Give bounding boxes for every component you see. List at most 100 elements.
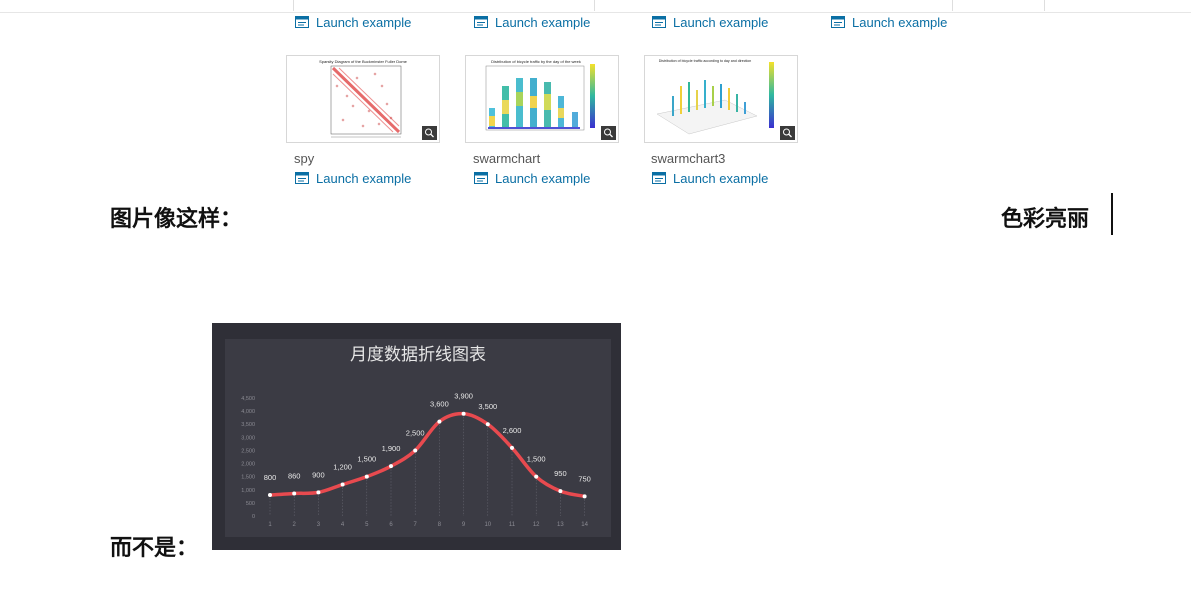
y-tick-label: 4,000	[241, 409, 255, 415]
data-label: 1,200	[333, 463, 352, 472]
bright-colors-heading: 色彩亮丽	[1001, 207, 1090, 232]
not-like-heading: 而不是：	[110, 536, 199, 561]
data-label: 1,500	[357, 455, 376, 464]
data-label: 1,500	[527, 455, 546, 464]
gallery-top-border	[0, 0, 1191, 13]
x-tick-label: 8	[438, 522, 442, 528]
data-point	[510, 445, 514, 450]
data-point	[485, 422, 490, 427]
data-point	[461, 411, 466, 416]
data-label: 900	[312, 470, 325, 479]
data-point	[582, 494, 587, 499]
x-tick-label: 1	[268, 522, 272, 528]
launch-example-link[interactable]: Launch example	[652, 13, 768, 31]
line-chart-image: 月度数据折线图表 0 500 1,000 1,500 2,000 2,500 3,000 3,…	[212, 323, 621, 550]
data-point	[534, 474, 539, 479]
y-tick-label: 4,500	[241, 396, 255, 402]
chart-title: 月度数据折线图表	[350, 345, 486, 365]
spy-plot-image: Sparsity Diagram of the Buckminster Full…	[319, 59, 408, 138]
data-point	[268, 493, 272, 498]
thumb-title: Sparsity Diagram of the Buckminster Full…	[319, 59, 408, 64]
x-tick-label: 3	[317, 522, 321, 528]
data-label: 800	[264, 473, 277, 482]
data-label: 3,900	[454, 392, 473, 401]
data-point	[364, 474, 369, 479]
launch-example-link[interactable]: Launch example	[831, 13, 947, 31]
line-chart: 月度数据折线图表 0 500 1,000 1,500 2,000 2,500 3,000 3,…	[225, 339, 611, 537]
swarmchart3-plot-image: Distribution of bicycle traffic accordin…	[656, 59, 774, 135]
launch-example-link[interactable]: Launch example	[652, 169, 768, 187]
y-tick-label: 0	[252, 514, 255, 520]
column-divider	[1044, 0, 1045, 11]
zoom-icon[interactable]	[601, 126, 616, 140]
thumbnail-swarmchart[interactable]: Distribution of bicycle traffic by the d…	[465, 55, 619, 143]
x-tick-label: 5	[365, 522, 369, 528]
x-tick-label: 7	[414, 522, 418, 528]
thumb-title: Distribution of bicycle traffic by the d…	[491, 59, 581, 64]
launch-example-link[interactable]: Launch example	[295, 13, 411, 31]
data-point	[340, 482, 345, 487]
launch-example-link[interactable]: Launch example	[474, 169, 590, 187]
launch-example-label: Launch example	[852, 14, 948, 30]
x-tick-label: 13	[557, 522, 564, 528]
launch-example-icon	[474, 172, 488, 184]
column-divider	[594, 0, 595, 11]
zoom-icon[interactable]	[422, 126, 437, 140]
x-tick-label: 11	[509, 522, 516, 528]
launch-example-label: Launch example	[495, 14, 591, 30]
x-tick-label: 10	[484, 522, 491, 528]
launch-example-label: Launch example	[673, 170, 769, 186]
launch-example-link[interactable]: Launch example	[295, 169, 411, 187]
y-tick-label: 500	[246, 501, 255, 507]
like-this-heading: 图片像这样：	[110, 207, 243, 232]
data-label: 1,900	[382, 444, 401, 453]
column-divider	[952, 0, 953, 11]
data-label: 3,500	[478, 402, 497, 411]
thumb-title: Distribution of bicycle traffic accordin…	[659, 59, 752, 63]
launch-example-label: Launch example	[495, 170, 591, 186]
x-tick-label: 12	[533, 522, 540, 528]
launch-example-label: Launch example	[673, 14, 769, 30]
launch-example-icon	[295, 172, 309, 184]
data-label: 3,600	[430, 400, 449, 409]
y-tick-label: 2,500	[241, 448, 255, 454]
example-name-swarmchart[interactable]: swarmchart	[473, 151, 541, 166]
x-tick-label: 14	[581, 522, 588, 528]
data-point	[558, 489, 563, 494]
data-point	[316, 490, 321, 495]
example-name-spy[interactable]: spy	[294, 151, 315, 166]
launch-example-label: Launch example	[316, 14, 412, 30]
x-tick-label: 4	[341, 522, 345, 528]
launch-example-icon	[652, 16, 666, 28]
data-point	[437, 419, 442, 424]
x-tick-label: 6	[389, 522, 393, 528]
data-label: 750	[578, 474, 591, 483]
column-divider	[293, 0, 294, 11]
launch-example-icon	[474, 16, 488, 28]
data-point	[413, 448, 418, 453]
zoom-icon[interactable]	[780, 126, 795, 140]
series-line	[268, 411, 587, 499]
data-label: 860	[288, 471, 301, 480]
data-label: 2,600	[503, 426, 522, 435]
y-tick-label: 1,500	[241, 475, 255, 481]
data-label: 950	[554, 469, 567, 478]
y-tick-label: 2,000	[241, 462, 255, 468]
swarmchart-plot-image: Distribution of bicycle traffic by the d…	[485, 59, 595, 131]
data-label: 2,500	[406, 428, 425, 437]
launch-example-link[interactable]: Launch example	[474, 13, 590, 31]
launch-example-label: Launch example	[316, 170, 412, 186]
thumbnail-swarmchart3[interactable]: Distribution of bicycle traffic accordin…	[644, 55, 798, 143]
y-tick-label: 3,500	[241, 422, 255, 428]
y-tick-label: 1,000	[241, 488, 255, 494]
launch-example-icon	[831, 16, 845, 28]
x-tick-label: 9	[462, 522, 466, 528]
example-name-swarmchart3[interactable]: swarmchart3	[651, 151, 726, 166]
thumbnail-spy[interactable]: Sparsity Diagram of the Buckminster Full…	[286, 55, 440, 143]
y-tick-label: 3,000	[241, 435, 255, 441]
chart-panel	[225, 339, 611, 537]
x-tick-label: 2	[293, 522, 297, 528]
text-cursor	[1111, 193, 1113, 235]
data-point	[389, 464, 393, 469]
launch-example-icon	[295, 16, 309, 28]
